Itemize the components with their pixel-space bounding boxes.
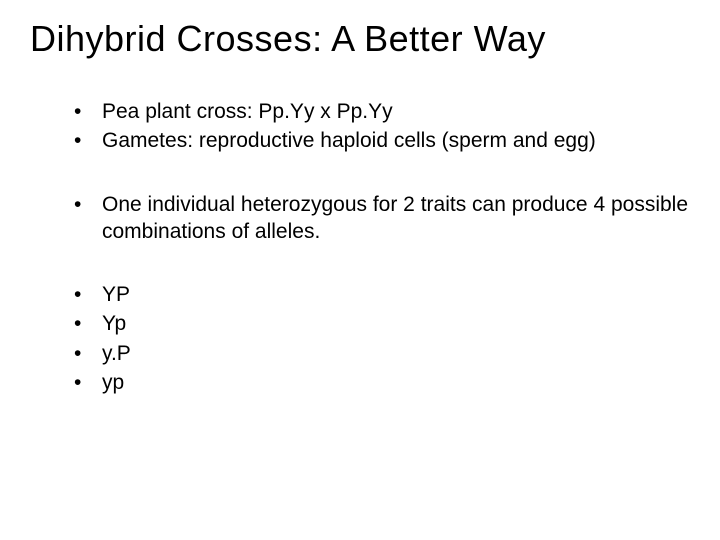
bullet-text: Pea plant cross: Pp.Yy x Pp.Yy <box>102 98 690 125</box>
bullet-marker: • <box>74 191 102 218</box>
bullet-text: y.P <box>102 340 690 367</box>
bullet-marker: • <box>74 281 102 308</box>
bullet-marker: • <box>74 310 102 337</box>
list-item: • Pea plant cross: Pp.Yy x Pp.Yy <box>30 98 690 125</box>
list-item: • Yp <box>30 310 690 337</box>
bullet-marker: • <box>74 340 102 367</box>
bullet-group-2: • One individual heterozygous for 2 trai… <box>30 191 690 246</box>
bullet-text: yp <box>102 369 690 396</box>
bullet-marker: • <box>74 127 102 154</box>
bullet-marker: • <box>74 98 102 125</box>
bullet-text: Yp <box>102 310 690 337</box>
bullet-marker: • <box>74 369 102 396</box>
bullet-group-3: • YP • Yp • y.P • yp <box>30 281 690 396</box>
list-item: • yp <box>30 369 690 396</box>
slide-title: Dihybrid Crosses: A Better Way <box>30 18 690 60</box>
list-item: • y.P <box>30 340 690 367</box>
bullet-text: Gametes: reproductive haploid cells (spe… <box>102 127 690 154</box>
bullet-text: One individual heterozygous for 2 traits… <box>102 191 690 246</box>
list-item: • One individual heterozygous for 2 trai… <box>30 191 690 246</box>
list-item: • Gametes: reproductive haploid cells (s… <box>30 127 690 154</box>
bullet-text: YP <box>102 281 690 308</box>
list-item: • YP <box>30 281 690 308</box>
bullet-group-1: • Pea plant cross: Pp.Yy x Pp.Yy • Gamet… <box>30 98 690 155</box>
